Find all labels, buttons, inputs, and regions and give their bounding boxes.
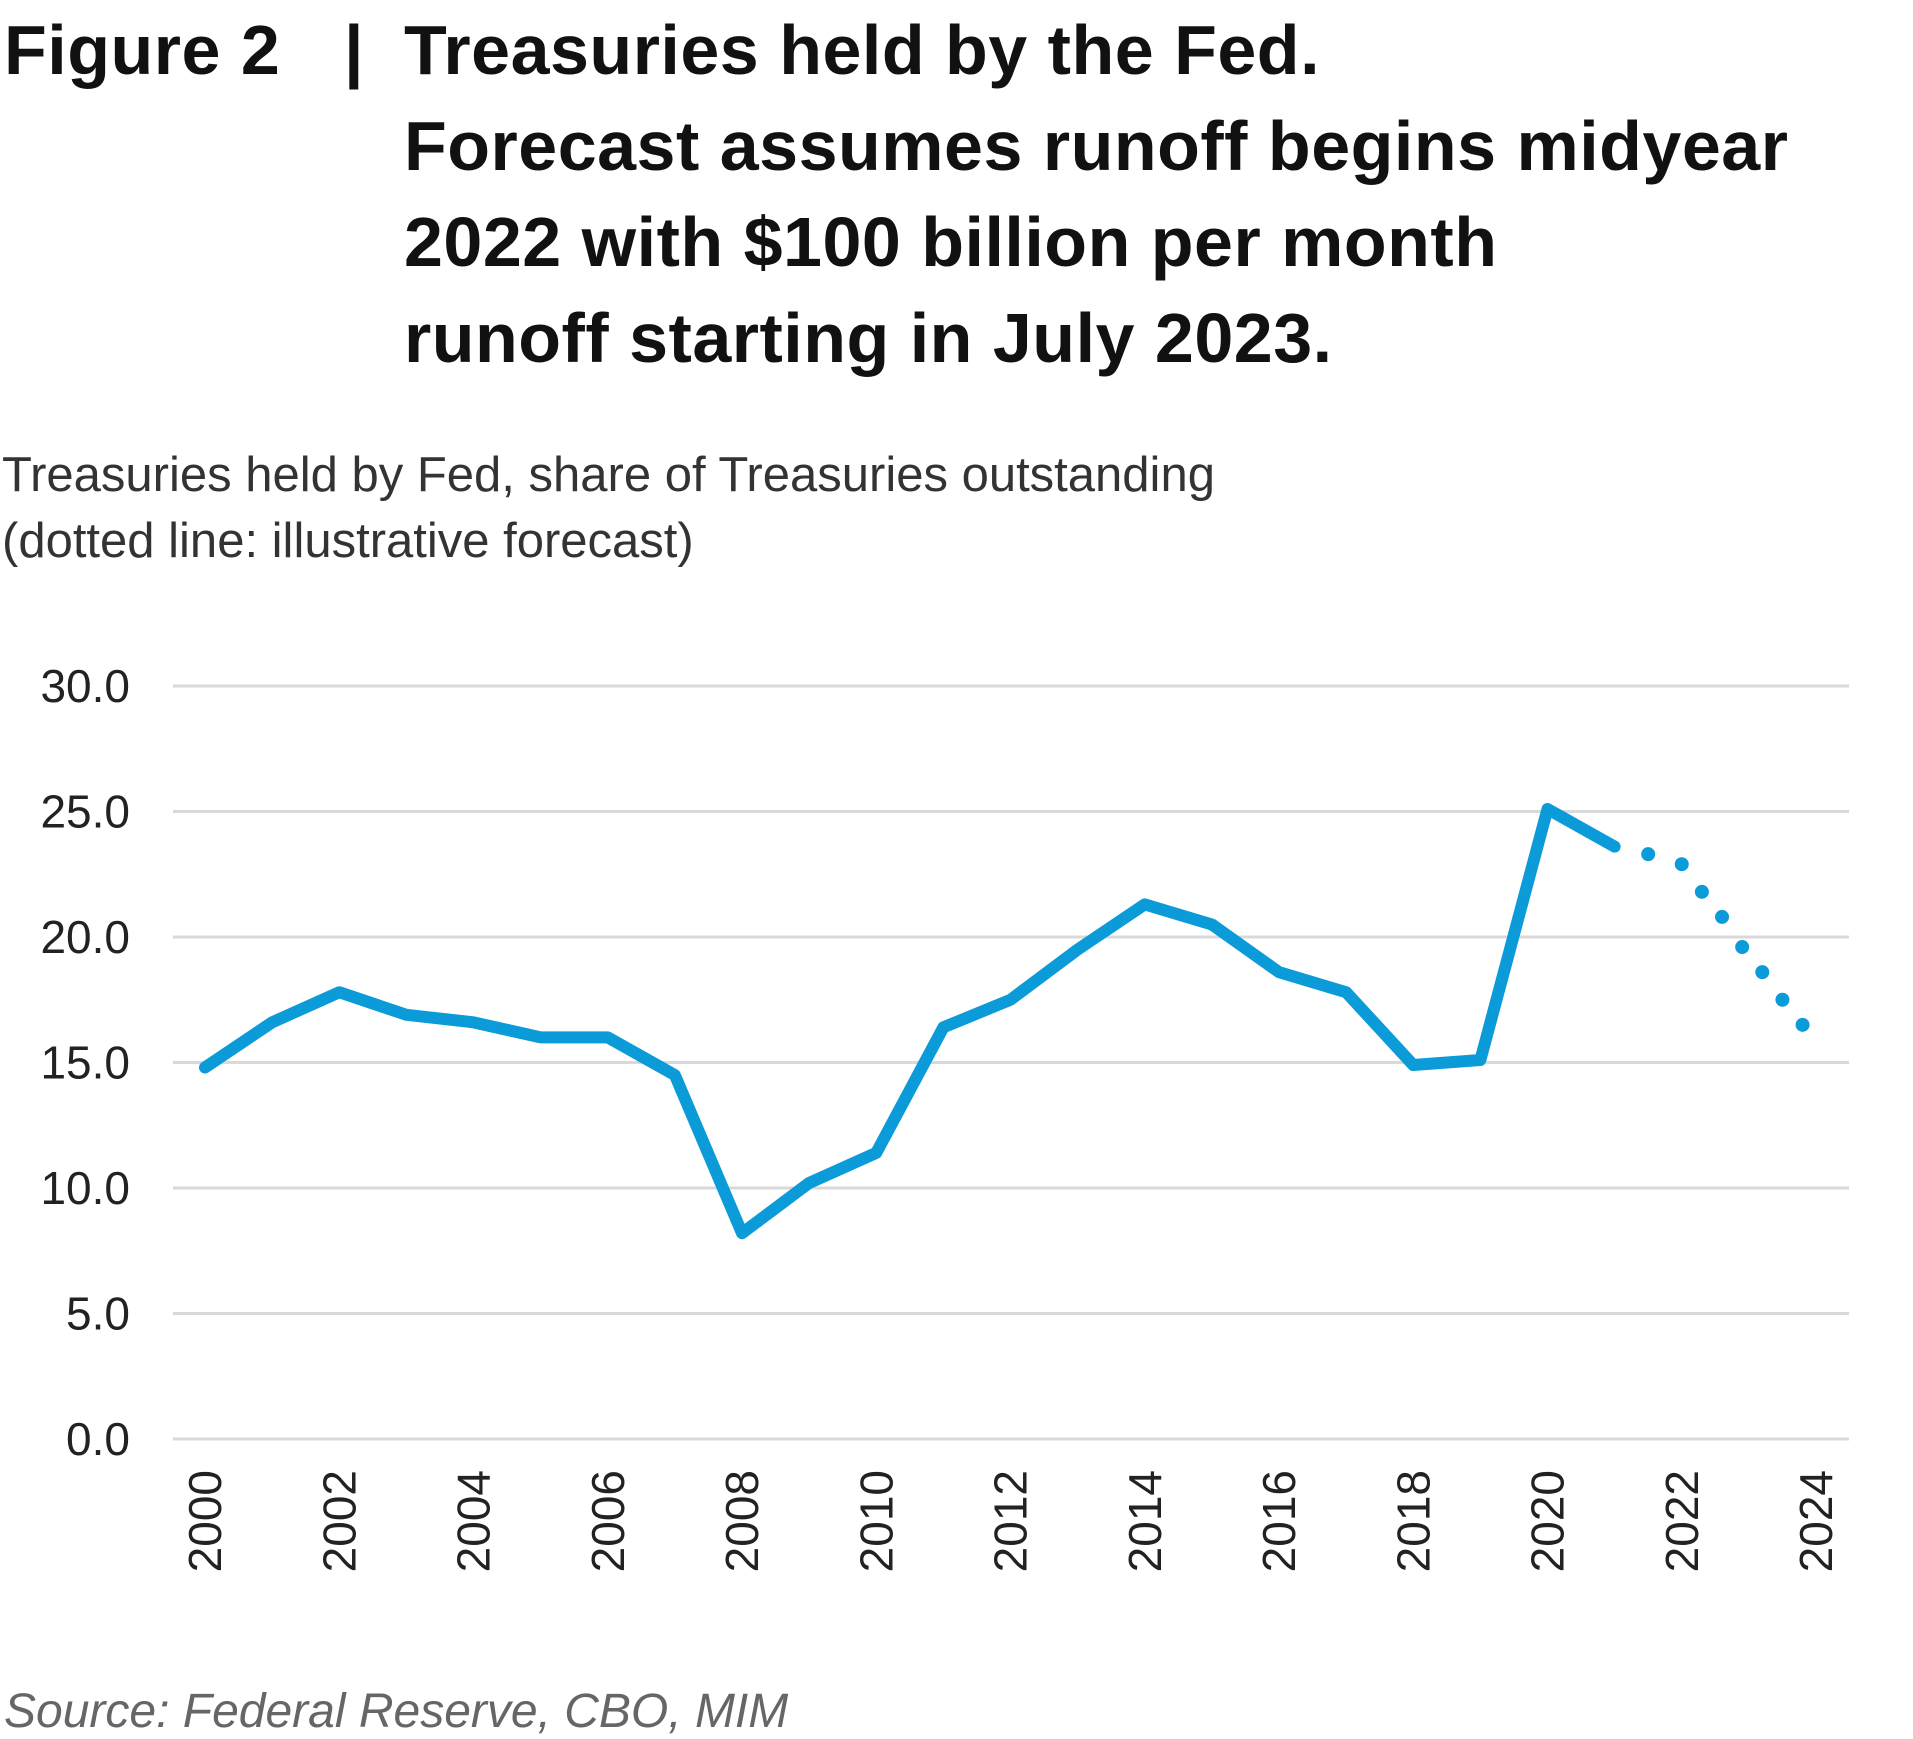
source-note: Source: Federal Reserve, CBO, MIM [4, 1685, 789, 1738]
line-chart: 0.0 5.0 10.0 15.0 20.0 25.0 30.0 2000 2002 2004 20… [40, 660, 1849, 1572]
chart-subtitle: Treasuries held by Fed, share of Treasur… [2, 448, 1215, 502]
x-tick-label: 2000 [179, 1470, 231, 1572]
y-tick-label: 25.0 [40, 786, 130, 838]
title-line: 2022 with $100 billion per month [404, 203, 1498, 281]
x-tick-label: 2010 [850, 1470, 902, 1572]
title-line: runoff starting in July 2023. [404, 299, 1333, 377]
title-separator: | [344, 11, 365, 89]
figure-label: Figure 2 [4, 11, 281, 89]
x-tick-label: 2004 [448, 1470, 500, 1572]
forecast-dot [1755, 965, 1770, 980]
chart-title: Treasuries held by the Fed. Forecast ass… [404, 2, 1788, 386]
forecast-dot [1795, 1017, 1810, 1032]
x-tick-label: 2018 [1387, 1470, 1439, 1572]
chart-subtitle-note: (dotted line: illustrative forecast) [2, 514, 694, 568]
y-tick-label: 20.0 [40, 911, 130, 963]
x-tick-label: 2006 [582, 1470, 634, 1572]
forecast-dot [1694, 884, 1709, 899]
forecast-dot [1775, 992, 1790, 1007]
x-tick-label: 2016 [1253, 1470, 1305, 1572]
x-tick-label: 2002 [313, 1470, 365, 1572]
x-tick-label: 2012 [985, 1470, 1037, 1572]
title-line: Forecast assumes runoff begins midyear [404, 107, 1789, 185]
y-tick-label: 10.0 [40, 1162, 130, 1214]
y-tick-label: 0.0 [66, 1413, 130, 1465]
x-tick-label: 2014 [1119, 1470, 1171, 1572]
x-tick-label: 2008 [716, 1470, 768, 1572]
x-tick-label: 2022 [1656, 1470, 1708, 1572]
forecast-dot [1641, 847, 1656, 862]
y-tick-label: 15.0 [40, 1037, 130, 1089]
y-tick-label: 5.0 [66, 1288, 130, 1340]
forecast-dot [1674, 857, 1689, 872]
forecast-dot [1735, 940, 1750, 955]
actual-series-line [199, 802, 1621, 1240]
x-tick-label: 2020 [1522, 1470, 1574, 1572]
y-tick-label: 30.0 [40, 660, 130, 712]
x-tick-label: 2024 [1790, 1470, 1842, 1572]
title-line: Treasuries held by the Fed. [404, 11, 1321, 89]
forecast-dot [1715, 909, 1730, 924]
